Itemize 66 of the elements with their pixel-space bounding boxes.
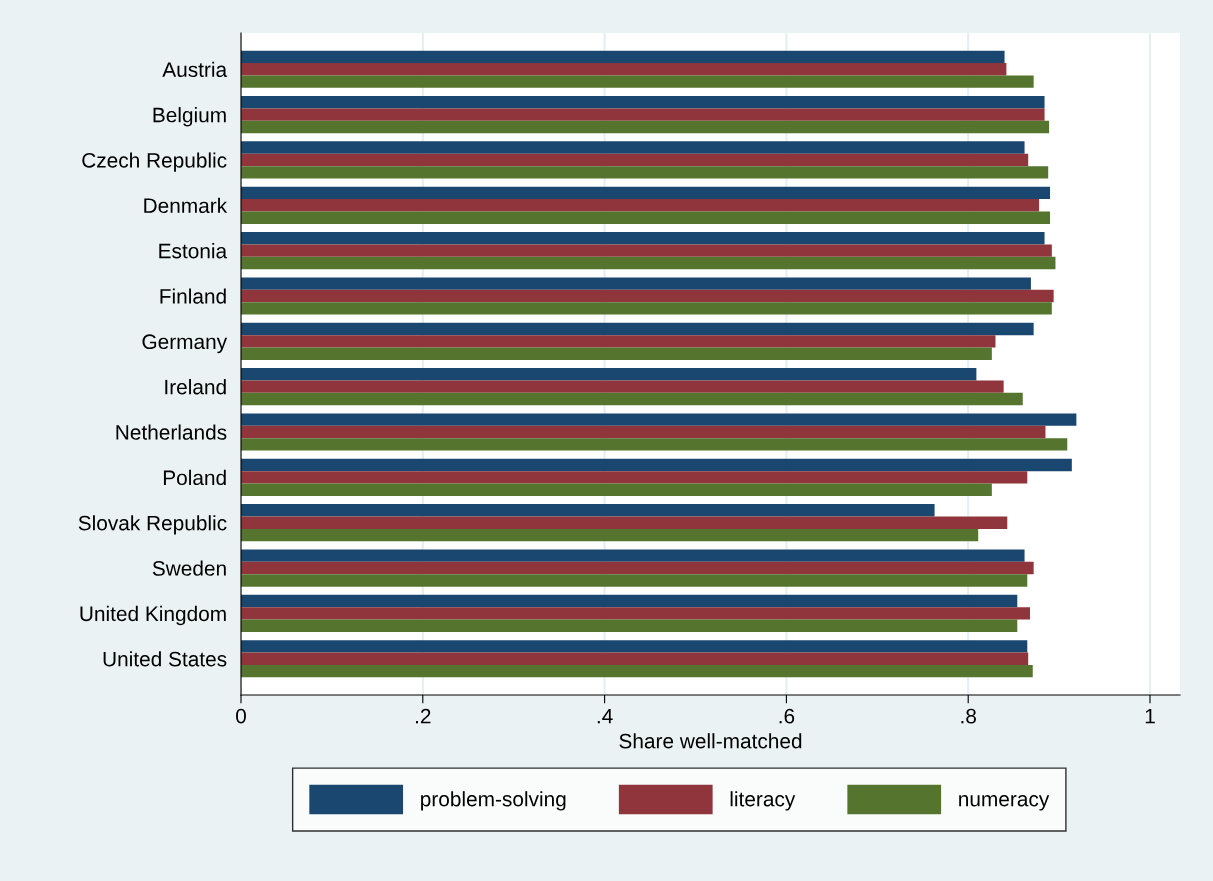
bar	[241, 199, 1040, 212]
y-tick-label: United States	[103, 651, 227, 667]
bar	[241, 528, 979, 542]
bar	[241, 594, 1018, 608]
y-tick-label: Belgium	[153, 107, 226, 127]
x-tick-label: 0	[236, 708, 246, 724]
bar	[241, 244, 1052, 257]
bar	[241, 302, 1052, 315]
legend-label: literacy	[730, 791, 796, 811]
bar	[241, 256, 1056, 270]
bar	[241, 504, 935, 517]
bar	[241, 607, 1031, 620]
x-tick-label: .8	[961, 708, 976, 724]
legend-label: numeracy	[959, 795, 1050, 811]
x-tick-label: .6	[779, 708, 795, 724]
bar	[241, 186, 1051, 200]
y-tick-label: Sweden	[152, 560, 226, 576]
bar	[241, 141, 1025, 154]
bar	[241, 483, 992, 496]
y-tick-label: Slovak Republic	[78, 515, 227, 535]
bar	[241, 211, 1051, 224]
bar	[241, 368, 977, 381]
bar	[241, 96, 1045, 109]
bar	[241, 640, 1028, 653]
y-tick-label: United Kingdom	[80, 605, 226, 626]
y-tick-label: Denmark	[144, 197, 228, 214]
bar	[241, 335, 996, 348]
y-tick-label: Austria	[162, 61, 228, 78]
bar	[241, 277, 1031, 290]
bar	[241, 108, 1045, 121]
bar	[241, 120, 1050, 134]
x-tick-label: 1	[1145, 708, 1155, 724]
bar	[241, 425, 1046, 439]
bar	[241, 549, 1025, 562]
bar	[241, 347, 992, 360]
x-axis-title: Share well-matched	[619, 733, 802, 749]
bar	[241, 471, 1028, 484]
x-tick-label: .2	[416, 708, 431, 724]
y-tick-label: Germany	[142, 334, 228, 354]
bar	[241, 574, 1028, 587]
legend-label: problem-solving	[421, 791, 566, 811]
bar	[241, 232, 1045, 245]
bar	[241, 619, 1018, 632]
y-tick-label: Poland	[163, 469, 226, 486]
bar	[241, 664, 1033, 678]
y-tick-label: Czech Republic	[82, 152, 227, 172]
bar	[241, 166, 1049, 179]
bar	[241, 380, 1004, 393]
bar	[241, 516, 1008, 529]
bar	[241, 75, 1034, 88]
y-tick-label: Finland	[160, 288, 226, 304]
y-tick-label: Ireland	[165, 379, 226, 395]
bar	[241, 652, 1029, 665]
bar	[241, 392, 1023, 406]
bar	[241, 438, 1068, 451]
bar	[241, 561, 1034, 575]
bar	[241, 50, 1005, 64]
bar	[241, 413, 1077, 426]
bar	[241, 63, 1007, 76]
bar	[241, 458, 1072, 472]
x-tick-label: .4	[597, 708, 613, 724]
y-tick-label: Estonia	[159, 243, 228, 259]
bar	[241, 322, 1034, 336]
bar	[241, 289, 1054, 303]
y-tick-label: Netherlands	[116, 424, 227, 440]
bar	[241, 153, 1029, 167]
